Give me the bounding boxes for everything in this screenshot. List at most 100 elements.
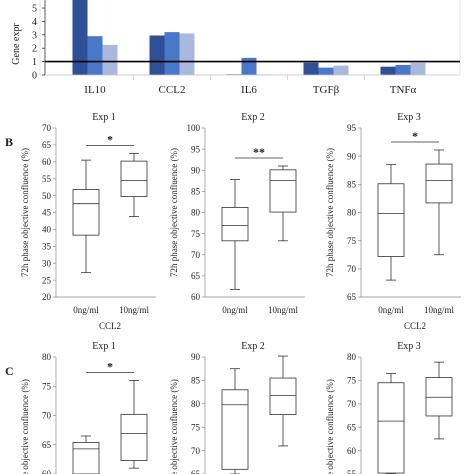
x-tick-label: 0ng/ml: [378, 305, 404, 315]
x-tick-label: CCL2: [159, 84, 186, 96]
y-tick-label: 65: [347, 422, 357, 432]
y-tick-label: 80: [191, 208, 201, 218]
y-tick-label: 60: [191, 292, 201, 302]
panel-a-bar-chart: Gene expr 1 2 3 4 5 0 IL10 CCL2 IL6 TGFβ TNFα: [11, 0, 461, 96]
y-tick-label: 75: [42, 381, 52, 391]
y-tick-label: 20: [42, 292, 52, 302]
plot-title: Exp 1: [92, 341, 116, 352]
y-tick-label: 85: [191, 187, 201, 197]
y-tick-label: 95: [191, 144, 201, 154]
x-tick-label: 0ng/ml: [73, 305, 99, 315]
y-tick-label: 75: [347, 376, 357, 386]
x-tick-label: IL10: [84, 84, 106, 96]
y-tick-label: 80: [347, 208, 357, 218]
bar: [318, 67, 334, 75]
x-tick-label: 0ng/ml: [222, 305, 248, 315]
y-tick-label: 75: [191, 422, 201, 432]
y-tick-label: 65: [347, 292, 357, 302]
y-tick-label: 30: [42, 258, 52, 268]
box: [120, 413, 148, 461]
y-axis-label: e objective confluence (%): [325, 379, 335, 474]
y-tick-label: 65: [191, 271, 201, 281]
significance-label: *: [107, 359, 113, 373]
significance-label: *: [107, 132, 113, 146]
bar: [241, 57, 257, 75]
box: [377, 382, 405, 474]
x-axis-label: CCL2: [404, 321, 426, 331]
plot-title: Exp 2: [241, 112, 265, 123]
y-tick-label: 55: [347, 469, 357, 474]
y-tick-label: 40: [42, 225, 52, 235]
significance-label: *: [412, 129, 418, 143]
y-tick-label: 65: [42, 140, 52, 150]
box-plot-c-3: Exp 3 55 60 65 70 75 80 e objective confluence …: [325, 341, 453, 474]
y-tick-label: 4: [32, 17, 37, 28]
y-tick-label: 70: [191, 250, 201, 260]
y-axis-label: 72h phase objective confluence (%): [169, 148, 179, 277]
y-tick-label: 85: [347, 180, 357, 190]
y-tick-label: 5: [32, 4, 37, 15]
y-tick-label: 90: [347, 151, 357, 161]
y-axis-label: 72h phase objective confluence (%): [20, 148, 30, 277]
y-tick-label: 60: [347, 446, 357, 456]
y-tick-label: 1: [32, 57, 37, 68]
x-tick-label: 10ng/ml: [119, 305, 150, 315]
x-tick-label: 10ng/ml: [424, 305, 455, 315]
y-tick-label: 90: [191, 352, 201, 362]
y-tick-label: 80: [191, 399, 201, 409]
bar: [303, 62, 319, 75]
y-tick-label: 70: [42, 411, 52, 421]
y-tick-label: 35: [42, 242, 52, 252]
y-tick-label: 55: [42, 174, 52, 184]
plot-title: Exp 3: [397, 112, 421, 123]
bar: [87, 36, 103, 75]
x-axis-label: CCL2: [99, 321, 121, 331]
bar: [333, 65, 349, 75]
y-tick-label: 70: [42, 123, 52, 133]
box: [269, 169, 297, 213]
box-plot-b-1: B Exp 1 20 25 30 35 40 45 50 55 60 65 70 72h phase ob…: [5, 112, 156, 331]
plot-title: Exp 3: [397, 341, 421, 352]
box: [72, 189, 100, 236]
bar: [179, 33, 195, 75]
y-tick-label: 60: [42, 469, 52, 474]
box: [377, 183, 405, 257]
y-tick-label: 90: [191, 165, 201, 175]
box: [221, 207, 249, 242]
bar: [149, 35, 165, 75]
y-tick-label: 80: [42, 352, 52, 362]
y-tick-label: 25: [42, 275, 52, 285]
box: [425, 163, 453, 204]
box-plot-b-3: Exp 3 65 70 75 80 85 90 95 72h phase objective c…: [325, 112, 461, 331]
y-tick-label: 3: [32, 30, 37, 41]
y-axis-label: Gene expr: [11, 23, 22, 65]
bar: [410, 62, 426, 75]
y-tick-label: 0: [32, 71, 37, 82]
bar: [380, 66, 396, 75]
y-tick-label: 60: [42, 157, 52, 167]
x-tick-label: TNFα: [390, 84, 417, 96]
box: [120, 160, 148, 198]
plot-title: Exp 2: [241, 341, 265, 352]
x-tick-label: IL6: [241, 84, 257, 96]
y-axis-label: e objective confluence (%): [169, 379, 179, 474]
plot-title: Exp 1: [92, 112, 116, 123]
y-tick-label: 2: [32, 44, 37, 55]
box: [72, 442, 100, 474]
y-tick-label: 100: [187, 123, 201, 133]
y-tick-label: 85: [191, 376, 201, 386]
y-tick-label: 45: [42, 208, 52, 218]
box-plot-b-2: Exp 2 60 65 70 75 80 85 90 95 100 72h phase object…: [169, 112, 305, 315]
bar: [102, 44, 118, 75]
y-tick-label: 65: [191, 469, 201, 474]
y-tick-label: 50: [42, 191, 52, 201]
significance-label: **: [253, 145, 265, 159]
x-tick-label: 10ng/ml: [268, 305, 299, 315]
y-tick-label: 75: [191, 229, 201, 239]
y-tick-label: 65: [42, 440, 52, 450]
y-tick-label: 70: [191, 446, 201, 456]
y-tick-label: 80: [347, 352, 357, 362]
panel-letter: C: [5, 364, 14, 378]
x-tick-label: TGFβ: [313, 84, 340, 96]
